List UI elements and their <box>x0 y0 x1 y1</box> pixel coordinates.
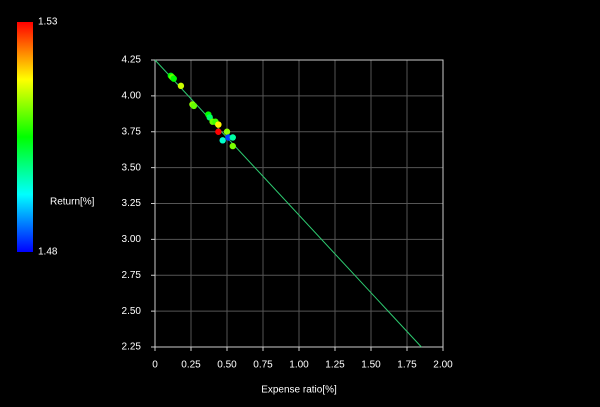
y-tick-label: 3.00 <box>122 234 142 245</box>
x-tick-label: 1.25 <box>325 360 345 371</box>
x-tick-label: 0 <box>152 360 158 371</box>
y-tick-label: 3.75 <box>122 126 142 137</box>
y-tick-label: 4.25 <box>122 55 142 66</box>
point <box>229 134 236 141</box>
x-tick-label: 0.25 <box>181 360 201 371</box>
colorbar <box>17 22 33 252</box>
point <box>223 128 231 135</box>
point <box>170 75 177 82</box>
x-tick-label: 1.50 <box>361 360 381 371</box>
x-tick-label: 1.00 <box>289 360 309 371</box>
point <box>190 102 198 110</box>
x-tick-label: 2.00 <box>433 360 453 371</box>
colorbar-label: Return[%] <box>50 197 95 208</box>
y-tick-label: 2.50 <box>122 306 142 317</box>
y-tick-label: 3.50 <box>122 162 142 173</box>
x-tick-label: 0.50 <box>217 360 237 371</box>
colorbar-tick-label: 1.53 <box>38 17 58 28</box>
point <box>229 142 236 150</box>
point <box>219 137 226 144</box>
y-tick-label: 4.00 <box>122 91 142 102</box>
point <box>215 128 222 135</box>
plot-frame <box>154 59 444 348</box>
y-tick-label: 2.75 <box>122 270 142 281</box>
point <box>177 82 185 90</box>
x-tick-label: 1.75 <box>397 360 417 371</box>
colorbar-tick-label: 1.48 <box>38 247 58 258</box>
x-axis-label: Expense ratio[%] <box>261 385 337 396</box>
point <box>215 121 222 128</box>
fit-line <box>154 59 422 348</box>
y-tick-label: 2.25 <box>122 342 142 353</box>
x-tick-label: 0.75 <box>253 360 273 371</box>
y-tick-label: 3.25 <box>122 198 142 209</box>
